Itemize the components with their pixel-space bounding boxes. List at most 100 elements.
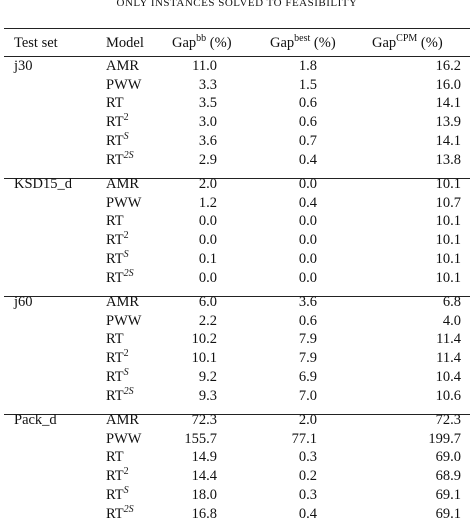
gap-value: 14.4 (191, 468, 217, 485)
gap-value: 0.0 (298, 213, 317, 230)
rule (4, 177, 470, 179)
header-test-set: Test set (14, 35, 58, 51)
model: AMR (106, 412, 139, 428)
gap-value: 72.3 (191, 412, 217, 428)
gap-value: 4.0 (442, 312, 461, 329)
model-name: RT (106, 368, 124, 385)
model: RT2S (106, 385, 134, 404)
gap-value: 10.2 (191, 331, 217, 348)
gap-value: 199.7 (428, 430, 461, 447)
gap-value: 2.0 (198, 176, 217, 192)
gap-value: 0.3 (298, 486, 317, 503)
gap-value: 10.1 (191, 350, 217, 367)
rule (4, 295, 470, 297)
gap-value: 3.5 (198, 95, 217, 112)
model-name: RT (106, 114, 124, 131)
gap-value: 0.4 (298, 151, 317, 168)
gap-sup: bb (196, 33, 207, 44)
model-name: PWW (106, 312, 142, 329)
gap-value: 1.8 (298, 58, 317, 74)
model: RT (106, 213, 124, 229)
gap-value: 0.6 (298, 312, 317, 329)
gap-value: 69.1 (435, 505, 461, 522)
model-name: PWW (106, 194, 142, 211)
gap-value: 9.2 (198, 368, 217, 385)
model: RTS (106, 484, 129, 503)
gap-value: 11.4 (436, 350, 461, 367)
model: RTS (106, 366, 129, 385)
gap-value: 0.0 (298, 250, 317, 267)
gap-value: 10.4 (435, 368, 461, 385)
model: RTS (106, 130, 129, 149)
model-name: AMR (106, 176, 140, 192)
model-name: AMR (106, 294, 140, 310)
gap-value: 10.1 (435, 176, 461, 192)
gap-base: Gap (270, 35, 295, 51)
gap-value: 0.3 (298, 449, 317, 466)
gap-value: 1.2 (198, 194, 217, 211)
gap-value: 1.5 (298, 76, 317, 93)
test-set: j30 (14, 58, 33, 74)
rule (4, 56, 470, 57)
gap-value: 7.0 (298, 387, 317, 404)
gap-value: 6.8 (442, 294, 461, 310)
model-sup: 2S (123, 385, 134, 397)
model-sup: S (123, 484, 129, 496)
gap-value: 0.6 (298, 95, 317, 112)
model-name: PWW (106, 430, 142, 447)
gap-value: 2.2 (198, 312, 217, 329)
model-name: RT (106, 449, 124, 466)
model-sup: 2 (123, 112, 129, 124)
model: RT2 (106, 112, 129, 131)
gap-value: 0.1 (198, 250, 217, 267)
header-model: Model (106, 35, 144, 51)
model: PWW (106, 431, 141, 447)
gap-value: 0.2 (298, 468, 317, 485)
model: RT (106, 331, 124, 347)
model-name: PWW (106, 76, 142, 93)
model: AMR (106, 294, 139, 310)
gap-value: 16.2 (435, 58, 461, 74)
model: RT2S (106, 267, 134, 286)
model: RT2S (106, 149, 134, 168)
gap-value: 0.6 (298, 114, 317, 131)
model-sup: S (123, 248, 129, 260)
gap-unit: (%) (313, 35, 336, 51)
model-name: RT (106, 486, 124, 503)
header-gap: Gapbb (%) (172, 33, 232, 52)
model: RT (106, 95, 124, 111)
model-sup: 2S (123, 267, 134, 279)
gap-unit: (%) (420, 35, 443, 51)
gap-value: 69.0 (435, 449, 461, 466)
model-name: AMR (106, 412, 140, 428)
model-sup: S (123, 130, 129, 142)
model-sup: 2S (123, 149, 134, 161)
model-name: RT (106, 95, 124, 112)
gap-value: 10.6 (435, 387, 461, 404)
model-name: RT (106, 505, 124, 522)
gap-base: Gap (372, 35, 397, 51)
model-name: RT (106, 250, 124, 267)
gap-value: 0.7 (298, 132, 317, 149)
gap-value: 0.4 (298, 505, 317, 522)
gap-value: 7.9 (298, 350, 317, 367)
model-sup: 2S (123, 503, 134, 515)
model-name: RT (106, 387, 124, 404)
gap-value: 9.3 (198, 387, 217, 404)
test-set: KSD15_d (14, 176, 73, 192)
gap-value: 69.1 (435, 486, 461, 503)
model: PWW (106, 195, 141, 211)
gap-value: 11.0 (192, 58, 217, 74)
header-gap: Gapbest (%) (270, 34, 336, 52)
gap-value: 7.9 (298, 331, 317, 348)
gap-value: 0.4 (298, 194, 317, 211)
gap-value: 72.3 (435, 412, 461, 428)
gap-value: 0.0 (298, 232, 317, 249)
gap-value: 0.0 (198, 269, 217, 286)
gap-value: 2.9 (198, 151, 217, 168)
gap-value: 6.9 (298, 368, 317, 385)
gap-value: 10.1 (435, 232, 461, 249)
gap-value: 2.0 (298, 412, 317, 428)
model-sup: S (123, 366, 129, 378)
